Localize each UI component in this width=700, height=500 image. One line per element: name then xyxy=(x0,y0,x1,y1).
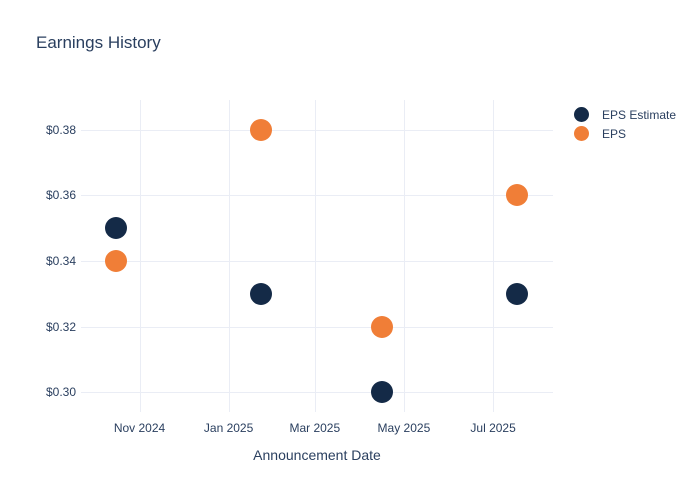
x-tick-label: Jan 2025 xyxy=(203,421,254,435)
data-point-eps-estimate[interactable] xyxy=(505,282,528,305)
legend-item-eps[interactable]: EPS xyxy=(574,124,676,143)
x-axis-title: Announcement Date xyxy=(253,447,381,463)
y-gridline xyxy=(81,195,553,197)
eps-marker-icon xyxy=(574,126,589,141)
legend-item-eps-estimate[interactable]: EPS Estimate xyxy=(574,105,676,124)
x-tick-label: Nov 2024 xyxy=(113,421,166,435)
y-gridline xyxy=(81,326,553,328)
x-gridline xyxy=(493,100,495,412)
y-tick-label: $0.38 xyxy=(45,122,76,137)
y-gridline xyxy=(81,129,553,131)
x-gridline xyxy=(403,100,405,412)
x-tick-label: Jul 2025 xyxy=(470,421,516,435)
data-point-eps[interactable] xyxy=(371,315,393,338)
x-gridline xyxy=(314,100,316,412)
chart-title: Earnings History xyxy=(36,33,161,52)
legend: EPS Estimate EPS xyxy=(574,105,676,143)
eps-estimate-marker-icon xyxy=(574,107,589,122)
y-tick-label: $0.30 xyxy=(45,385,76,400)
y-tick-label: $0.32 xyxy=(45,319,76,334)
data-point-eps[interactable] xyxy=(505,184,528,207)
x-tick-label: Mar 2025 xyxy=(289,421,341,435)
legend-label-eps-estimate: EPS Estimate xyxy=(602,107,677,122)
x-gridline xyxy=(139,100,141,412)
x-gridline xyxy=(228,100,230,412)
plot-area xyxy=(81,100,553,412)
data-point-eps-estimate[interactable] xyxy=(249,282,272,305)
x-tick-label: May 2025 xyxy=(377,421,431,435)
data-point-eps[interactable] xyxy=(249,118,272,141)
data-point-eps-estimate[interactable] xyxy=(105,217,128,240)
y-gridline xyxy=(81,392,553,394)
y-tick-label: $0.36 xyxy=(45,188,76,203)
y-tick-label: $0.34 xyxy=(45,253,76,268)
data-point-eps[interactable] xyxy=(105,249,128,272)
legend-label-eps: EPS xyxy=(602,126,627,141)
data-point-eps-estimate[interactable] xyxy=(371,381,393,404)
y-gridline xyxy=(81,260,553,262)
